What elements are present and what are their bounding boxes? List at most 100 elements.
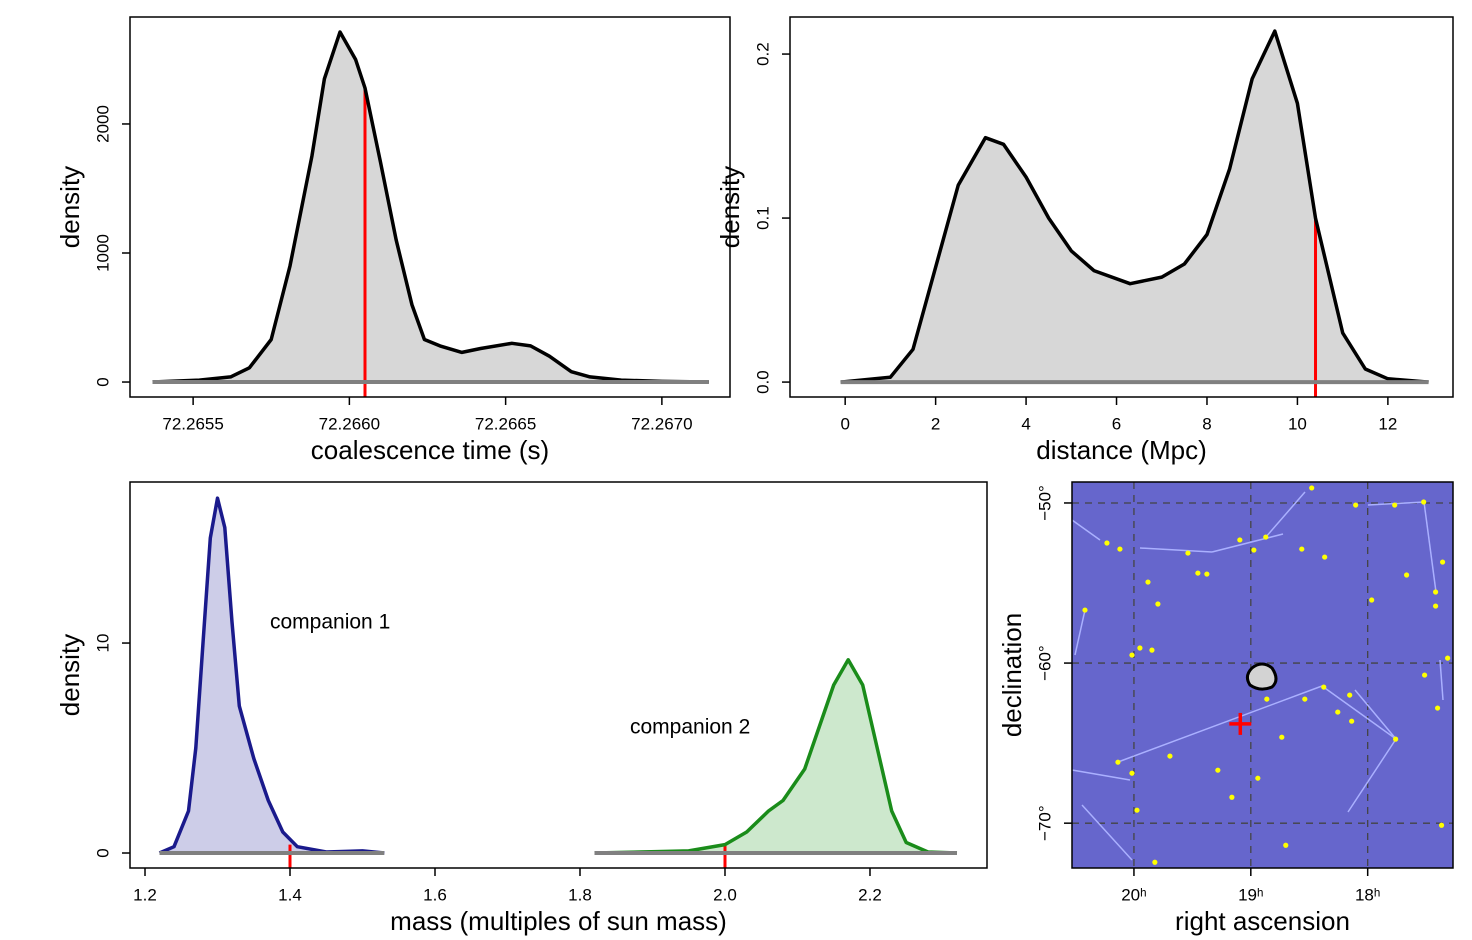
x-axis-label: mass (multiples of sun mass) xyxy=(390,906,727,936)
y-tick-label: −70° xyxy=(1035,805,1054,841)
star xyxy=(1393,736,1399,742)
y-tick-label: 0.1 xyxy=(753,206,772,230)
x-axis-label: coalescence time (s) xyxy=(311,435,549,465)
x-tick-label: 10 xyxy=(1288,414,1307,433)
star xyxy=(1432,603,1439,609)
star xyxy=(1421,499,1427,505)
density-line xyxy=(152,30,709,384)
x-tick-label: 2 xyxy=(931,414,940,433)
y-tick-label: 1000 xyxy=(93,234,112,272)
star xyxy=(1264,696,1270,702)
star xyxy=(1115,759,1121,765)
x-tick-label: 12 xyxy=(1378,414,1397,433)
x-tick-label: 1.4 xyxy=(278,885,302,904)
series-label: companion 2 xyxy=(630,716,750,739)
star xyxy=(1137,645,1143,651)
x-tick-label: 1.2 xyxy=(133,885,157,904)
x-tick-label: 2.2 xyxy=(858,885,882,904)
x-tick-label: 20ʰ xyxy=(1121,885,1146,904)
density-line xyxy=(594,658,958,855)
y-axis-label: declination xyxy=(997,613,1027,737)
star xyxy=(1335,709,1341,715)
star xyxy=(1422,672,1428,678)
star xyxy=(1134,807,1140,813)
plot-frame xyxy=(1071,481,1454,869)
y-tick-label: 10 xyxy=(93,634,112,653)
x-tick-label: 18ʰ xyxy=(1355,885,1380,904)
star xyxy=(1299,546,1305,552)
star xyxy=(1302,696,1308,702)
x-tick-label: 1.8 xyxy=(568,885,592,904)
density-area xyxy=(594,659,957,854)
star xyxy=(1439,559,1446,565)
y-tick-label: 0 xyxy=(93,377,112,386)
map-overlay xyxy=(1071,491,1444,861)
star xyxy=(1152,859,1158,865)
star xyxy=(1392,502,1398,508)
credible-region xyxy=(1245,662,1278,691)
density-area xyxy=(159,498,385,854)
y-tick-label: 0.0 xyxy=(753,370,772,394)
x-tick-label: 1.6 xyxy=(423,885,447,904)
x-tick-label: 6 xyxy=(1112,414,1121,433)
x-tick-label: 8 xyxy=(1202,414,1211,433)
star xyxy=(1251,547,1257,553)
x-axis-label: distance (Mpc) xyxy=(1036,435,1207,465)
x-tick-label: 19ʰ xyxy=(1238,885,1263,904)
x-tick-label: 4 xyxy=(1021,414,1030,433)
y-tick-label: −60° xyxy=(1035,645,1054,681)
y-tick-label: −50° xyxy=(1035,485,1054,521)
density-line xyxy=(158,496,385,855)
star xyxy=(1082,607,1088,613)
y-axis-label: density xyxy=(55,634,85,716)
star xyxy=(1129,770,1135,776)
star xyxy=(1445,655,1451,661)
star xyxy=(1185,550,1191,556)
star xyxy=(1117,546,1123,552)
star xyxy=(1237,537,1243,543)
x-tick-label: 72.2655 xyxy=(162,414,223,433)
star xyxy=(1283,842,1289,848)
star xyxy=(1369,597,1375,603)
density-area xyxy=(840,31,1429,383)
star xyxy=(1321,684,1327,690)
star xyxy=(1263,534,1269,540)
x-axis-label: right ascension xyxy=(1175,906,1350,936)
star xyxy=(1195,570,1201,576)
x-tick-label: 0 xyxy=(840,414,849,433)
star xyxy=(1155,601,1161,607)
y-axis-label: density xyxy=(55,166,85,248)
star xyxy=(1353,502,1359,508)
star xyxy=(1104,540,1110,546)
star xyxy=(1229,794,1235,800)
y-axis-label: density xyxy=(715,166,745,248)
star xyxy=(1255,775,1261,781)
star xyxy=(1432,589,1439,595)
x-tick-label: 2.0 xyxy=(713,885,737,904)
star xyxy=(1404,572,1410,578)
star xyxy=(1434,705,1441,711)
density-area xyxy=(152,32,709,383)
x-tick-label: 72.2665 xyxy=(475,414,536,433)
y-tick-label: 2000 xyxy=(93,105,112,143)
y-tick-label: 0 xyxy=(93,848,112,857)
x-tick-label: 72.2660 xyxy=(319,414,380,433)
plot-frame xyxy=(129,16,731,398)
y-tick-label: 0.2 xyxy=(753,42,772,66)
star xyxy=(1438,822,1445,828)
series-label: companion 1 xyxy=(270,611,390,634)
density-line xyxy=(840,29,1429,384)
star xyxy=(1309,485,1315,491)
star xyxy=(1279,734,1285,740)
star xyxy=(1149,647,1155,653)
star xyxy=(1145,579,1151,585)
x-tick-label: 72.2670 xyxy=(631,414,692,433)
star xyxy=(1347,692,1353,698)
plot-frame xyxy=(129,481,988,869)
star xyxy=(1215,767,1221,773)
star xyxy=(1167,753,1173,759)
plot-frame xyxy=(789,16,1454,398)
star xyxy=(1204,571,1210,577)
star xyxy=(1322,554,1328,560)
